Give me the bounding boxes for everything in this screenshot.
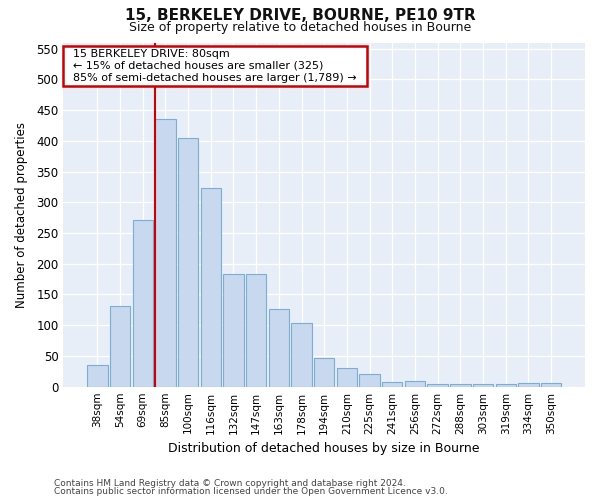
Text: Size of property relative to detached houses in Bourne: Size of property relative to detached ho… (129, 21, 471, 34)
Bar (496, 384, 516, 386)
Y-axis label: Number of detached properties: Number of detached properties (15, 122, 28, 308)
Bar (359, 374, 380, 386)
X-axis label: Distribution of detached houses by size in Bourne: Distribution of detached houses by size … (169, 442, 480, 455)
Bar (133, 220, 153, 386)
Bar (292, 323, 312, 386)
Bar (269, 309, 289, 386)
Bar (405, 380, 425, 386)
Text: 15 BERKELEY DRIVE: 80sqm  
  ← 15% of detached houses are smaller (325)  
  85% : 15 BERKELEY DRIVE: 80sqm ← 15% of detach… (66, 50, 364, 82)
Bar (450, 384, 470, 386)
Bar (246, 274, 266, 386)
Bar (427, 384, 448, 386)
Text: 15, BERKELEY DRIVE, BOURNE, PE10 9TR: 15, BERKELEY DRIVE, BOURNE, PE10 9TR (125, 8, 475, 22)
Bar (178, 138, 199, 386)
Bar (518, 383, 539, 386)
Bar (473, 384, 493, 386)
Bar (223, 274, 244, 386)
Bar (200, 188, 221, 386)
Bar (155, 120, 176, 386)
Bar (87, 365, 107, 386)
Text: Contains public sector information licensed under the Open Government Licence v3: Contains public sector information licen… (54, 487, 448, 496)
Bar (314, 358, 334, 386)
Bar (541, 383, 561, 386)
Bar (337, 368, 357, 386)
Text: Contains HM Land Registry data © Crown copyright and database right 2024.: Contains HM Land Registry data © Crown c… (54, 478, 406, 488)
Bar (382, 382, 403, 386)
Bar (110, 306, 130, 386)
